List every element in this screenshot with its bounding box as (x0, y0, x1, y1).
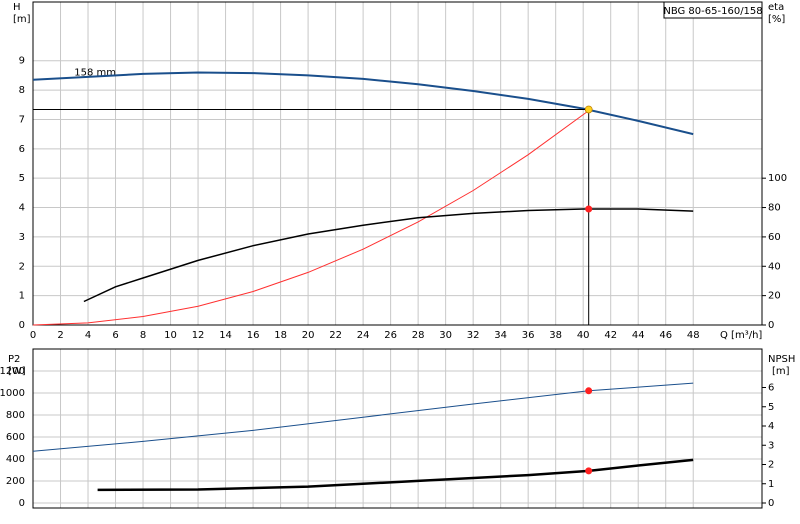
y2-tick-label: 1 (768, 479, 774, 490)
plot-frame (32, 348, 763, 509)
duty-point (585, 387, 593, 395)
x-tick-label: 30 (439, 330, 452, 341)
x-tick-label: 38 (549, 330, 562, 341)
y-axis-label: [W] (8, 366, 26, 377)
y2-tick-label: 2 (768, 460, 774, 471)
x-tick-label: 32 (467, 330, 480, 341)
x-tick-label: 36 (522, 330, 535, 341)
curve (83, 208, 694, 303)
plot-area (33, 2, 762, 325)
y2-tick-label: 5 (768, 402, 774, 413)
y-tick-label: 0 (19, 320, 25, 331)
y-axis-label: H (13, 2, 21, 13)
x-tick-label: 18 (274, 330, 287, 341)
x-tick-label: 42 (604, 330, 617, 341)
y2-tick-label: 0 (768, 498, 774, 509)
x-tick-label: 40 (577, 330, 590, 341)
y2-tick-label: 0 (768, 320, 774, 331)
y-tick-label: 5 (19, 173, 25, 184)
y2-tick-label: 60 (768, 232, 781, 243)
x-tick-label: 44 (632, 330, 645, 341)
y-tick-label: 400 (6, 454, 25, 465)
y2-tick-label: 80 (768, 203, 781, 214)
x-tick-label: 2 (57, 330, 63, 341)
y2-axis-label: NPSH (768, 354, 795, 365)
y-tick-label: 1000 (0, 388, 25, 399)
y-tick-label: 2 (19, 261, 25, 272)
y-tick-label: 1 (19, 291, 25, 302)
curve (32, 71, 694, 136)
x-tick-label: 12 (192, 330, 205, 341)
x-tick-label: 8 (140, 330, 146, 341)
y2-tick-label: 100 (768, 173, 787, 184)
y-tick-label: 200 (6, 476, 25, 487)
duty-point (585, 467, 593, 475)
y-tick-label: 6 (19, 144, 25, 155)
y2-tick-label: 3 (768, 440, 774, 451)
x-tick-label: 48 (687, 330, 700, 341)
x-tick-label: 22 (329, 330, 342, 341)
x-tick-label: 20 (302, 330, 315, 341)
x-tick-label: 46 (659, 330, 672, 341)
y-tick-label: 7 (19, 114, 25, 125)
x-axis-label: Q [m³/h] (720, 330, 762, 341)
plot-area (33, 349, 762, 508)
y-tick-label: 3 (19, 232, 25, 243)
curve-annotation: 158 mm (74, 67, 116, 78)
x-tick-label: 14 (219, 330, 232, 341)
y2-axis-label: [m] (772, 366, 790, 377)
x-tick-label: 34 (494, 330, 507, 341)
y-tick-label: 4 (19, 203, 25, 214)
y-tick-label: 600 (6, 432, 25, 443)
y2-tick-label: 6 (768, 383, 774, 394)
curve (97, 458, 694, 492)
y2-tick-label: 4 (768, 421, 774, 432)
plot-frame (32, 1, 763, 326)
y-tick-label: 0 (19, 498, 25, 509)
x-tick-label: 26 (384, 330, 397, 341)
y-tick-label: 8 (19, 85, 25, 96)
x-tick-label: 0 (30, 330, 36, 341)
x-tick-label: 24 (357, 330, 370, 341)
y-tick-label: 800 (6, 410, 25, 421)
x-tick-label: 10 (164, 330, 177, 341)
y-axis-label: P2 (8, 354, 20, 365)
y2-axis-label: eta (768, 2, 784, 13)
duty-point (584, 105, 593, 114)
y2-axis-label: [%] (768, 14, 785, 25)
curve (32, 110, 589, 326)
title-box (663, 1, 763, 19)
chart-title: NBG 80-65-160/158 (663, 6, 762, 17)
x-tick-label: 6 (112, 330, 118, 341)
y-tick-label: 9 (19, 56, 25, 67)
duty-point (585, 205, 593, 213)
y2-tick-label: 40 (768, 261, 781, 272)
y-tick-label: 1200 (0, 366, 25, 377)
x-tick-label: 16 (247, 330, 260, 341)
x-tick-label: 28 (412, 330, 425, 341)
y2-tick-label: 20 (768, 291, 781, 302)
x-tick-label: 4 (85, 330, 91, 341)
y-axis-label: [m] (13, 14, 31, 25)
